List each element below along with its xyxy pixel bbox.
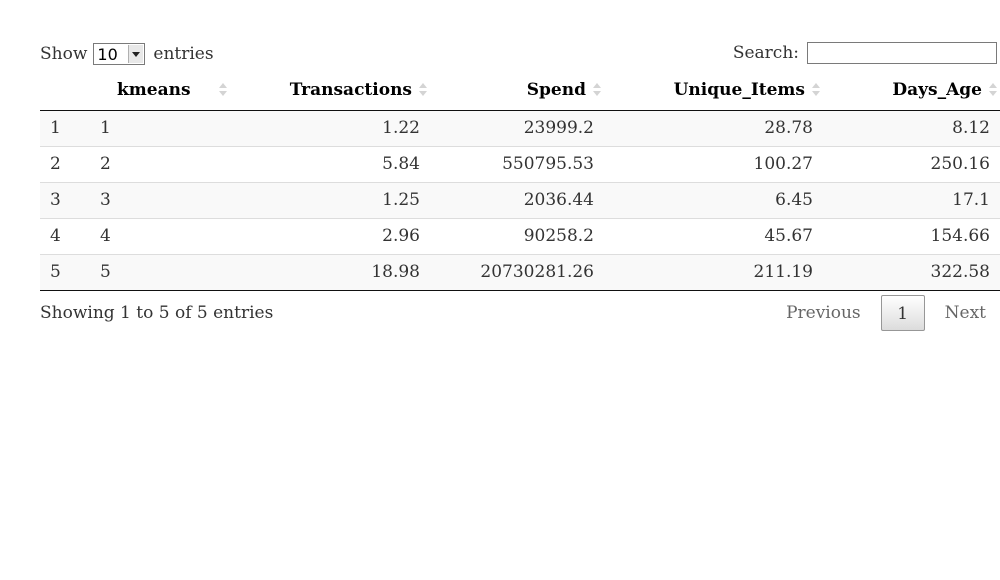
- table-info: Showing 1 to 5 of 5 entries: [40, 302, 274, 323]
- column-header-label: Spend: [526, 80, 586, 100]
- transactions-cell: 2.96: [230, 217, 430, 254]
- previous-button[interactable]: Previous: [786, 302, 861, 323]
- entries-per-page-value: 10: [97, 44, 118, 64]
- unique-items-cell: 6.45: [604, 181, 823, 218]
- chevron-down-icon[interactable]: [128, 45, 144, 63]
- column-header-unique-items[interactable]: Unique_Items: [604, 72, 823, 111]
- days-age-cell: 8.12: [952, 118, 990, 138]
- column-header-label: kmeans: [117, 80, 191, 100]
- transactions-cell: 1.25: [230, 181, 430, 218]
- unique-items-cell: 45.67: [604, 217, 823, 254]
- column-header-kmeans[interactable]: kmeans: [90, 72, 230, 111]
- days-age-cell: 322.58: [823, 253, 1000, 291]
- table-row[interactable]: 4 4 2.96 90258.2 45.67 154.66: [40, 217, 1000, 254]
- days-age-cell: 154.66: [823, 217, 1000, 254]
- days-age-cell: 17.1: [823, 181, 1000, 218]
- header-row: kmeans Transactions Spend Unique_Items D…: [40, 72, 1000, 111]
- show-label: Show: [40, 44, 88, 64]
- pagination: Previous 1 Next: [772, 294, 1000, 331]
- row-index-cell: 4: [40, 217, 90, 254]
- column-header-days-age[interactable]: Days_Age: [823, 72, 1000, 111]
- table-footer: Showing 1 to 5 of 5 entries Previous 1 N…: [40, 291, 1000, 341]
- table-controls: Show 10 entries Search:: [40, 40, 1000, 70]
- unique-items-cell: 100.27: [604, 145, 823, 182]
- data-table: kmeans Transactions Spend Unique_Items D…: [40, 72, 1000, 291]
- kmeans-cell: 4: [90, 217, 230, 254]
- kmeans-cell: 3: [90, 181, 230, 218]
- sort-icon: [593, 82, 601, 98]
- column-header-spend[interactable]: Spend: [430, 72, 604, 111]
- table-row[interactable]: 3 3 1.25 2036.44 6.45 17.1: [40, 181, 1000, 218]
- row-index-cell: 1: [50, 118, 61, 138]
- entries-per-page-select[interactable]: 10: [93, 43, 146, 65]
- sort-icon: [812, 82, 820, 98]
- table-row[interactable]: 5 5 18.98 20730281.26 211.19 322.58: [40, 253, 1000, 291]
- search-input[interactable]: [807, 42, 997, 64]
- search-control: Search:: [733, 42, 997, 64]
- sort-icon: [989, 82, 997, 98]
- column-header-label: Days_Age: [892, 80, 982, 100]
- kmeans-cell: 5: [90, 253, 230, 291]
- unique-items-cell: 28.78: [764, 118, 813, 138]
- sort-icon: [219, 82, 227, 98]
- transactions-cell: 1.22: [382, 118, 420, 138]
- unique-items-cell: 211.19: [604, 253, 823, 291]
- column-header-transactions[interactable]: Transactions: [230, 72, 430, 111]
- transactions-cell: 5.84: [230, 145, 430, 182]
- column-header-label: Transactions: [289, 80, 412, 100]
- spend-cell: 20730281.26: [430, 253, 604, 291]
- days-age-cell: 250.16: [823, 145, 1000, 182]
- table-row[interactable]: 1 1 1.22 23999.2 28.78 8.12: [40, 110, 1000, 146]
- column-header-label: Unique_Items: [673, 80, 805, 100]
- search-label: Search:: [732, 43, 799, 63]
- table-row[interactable]: 2 2 5.84 550795.53 100.27 250.16: [40, 145, 1000, 182]
- next-button[interactable]: Next: [944, 302, 986, 323]
- entries-label: entries: [153, 44, 214, 64]
- length-control: Show 10 entries: [40, 43, 214, 65]
- datatable-wrapper: Show 10 entries Search:: [40, 40, 1000, 341]
- page-button-current[interactable]: 1: [880, 294, 925, 331]
- kmeans-cell: 1: [100, 118, 111, 138]
- spend-cell: 550795.53: [430, 145, 604, 182]
- column-header-index[interactable]: [40, 72, 90, 111]
- kmeans-cell: 2: [90, 145, 230, 182]
- row-index-cell: 3: [40, 181, 90, 218]
- spend-cell: 90258.2: [430, 217, 604, 254]
- transactions-cell: 18.98: [230, 253, 430, 291]
- row-index-cell: 5: [40, 253, 90, 291]
- row-index-cell: 2: [40, 145, 90, 182]
- spend-cell: 23999.2: [523, 118, 594, 138]
- spend-cell: 2036.44: [430, 181, 604, 218]
- sort-icon: [419, 82, 427, 98]
